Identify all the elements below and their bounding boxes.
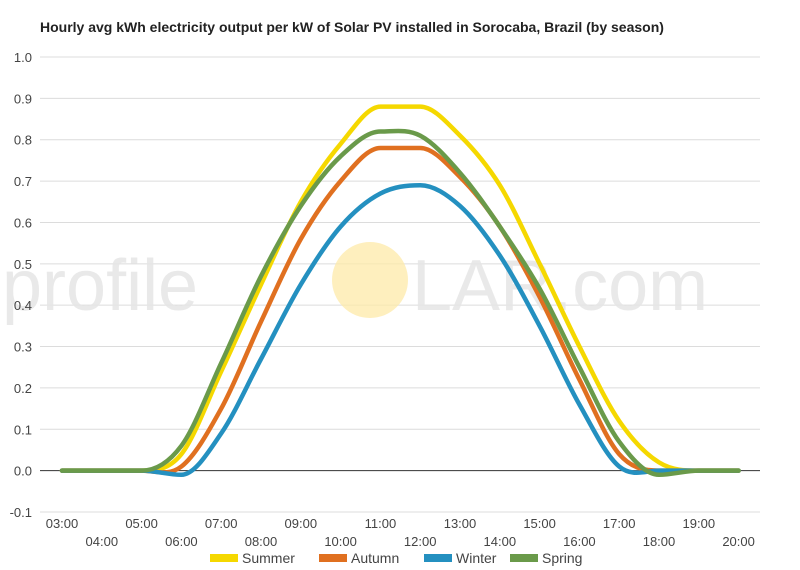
legend-swatch bbox=[424, 554, 452, 562]
watermark-sun-icon bbox=[332, 242, 408, 318]
y-tick-label: 1.0 bbox=[14, 50, 32, 65]
y-tick-label: 0.8 bbox=[14, 133, 32, 148]
legend-item-spring[interactable]: Spring bbox=[510, 550, 582, 566]
x-tick-label: 03:00 bbox=[46, 516, 79, 531]
x-tick-label: 15:00 bbox=[523, 516, 556, 531]
x-tick-label: 16:00 bbox=[563, 534, 596, 549]
x-tick-label: 10:00 bbox=[324, 534, 357, 549]
legend: Summer Autumn Winter Spring bbox=[210, 550, 582, 566]
legend-label: Spring bbox=[542, 550, 582, 566]
y-tick-label: 0.4 bbox=[14, 298, 32, 313]
y-axis-labels: 1.0 0.9 0.8 0.7 0.6 0.5 0.4 0.3 0.2 0.1 0.0 -0.1 bbox=[10, 50, 32, 520]
y-tick-label: 0.9 bbox=[14, 91, 32, 106]
watermark-text-right: LAR.com bbox=[412, 246, 708, 326]
y-tick-label: 0.5 bbox=[14, 257, 32, 272]
x-tick-label: 06:00 bbox=[165, 534, 198, 549]
y-tick-label: 0.1 bbox=[14, 422, 32, 437]
y-tick-label: 0.2 bbox=[14, 381, 32, 396]
x-tick-label: 11:00 bbox=[365, 516, 397, 531]
x-tick-label: 12:00 bbox=[404, 534, 437, 549]
legend-label: Summer bbox=[242, 550, 295, 566]
legend-item-summer[interactable]: Summer bbox=[210, 550, 295, 566]
y-tick-label: -0.1 bbox=[10, 505, 32, 520]
x-tick-label: 17:00 bbox=[603, 516, 636, 531]
y-tick-label: 0.7 bbox=[14, 174, 32, 189]
x-tick-label: 18:00 bbox=[643, 534, 676, 549]
x-axis-labels: 03:00 04:00 05:00 06:00 07:00 08:00 09:00 10:00… bbox=[46, 516, 755, 549]
x-tick-label: 04:00 bbox=[86, 534, 119, 549]
watermark-text-left: profile bbox=[2, 246, 198, 326]
x-tick-label: 09:00 bbox=[285, 516, 318, 531]
x-tick-label: 08:00 bbox=[245, 534, 278, 549]
x-tick-label: 05:00 bbox=[125, 516, 158, 531]
series-line-summer bbox=[59, 104, 741, 473]
legend-item-autumn[interactable]: Autumn bbox=[319, 550, 399, 566]
legend-swatch bbox=[510, 554, 538, 562]
legend-swatch bbox=[210, 554, 238, 562]
legend-item-winter[interactable]: Winter bbox=[424, 550, 497, 566]
chart-title: Hourly avg kWh electricity output per kW… bbox=[40, 19, 664, 35]
series-line-spring bbox=[59, 128, 741, 478]
y-tick-label: 0.3 bbox=[14, 340, 32, 355]
x-tick-label: 14:00 bbox=[484, 534, 517, 549]
series-line-autumn bbox=[59, 145, 741, 475]
watermark: profile LAR.com bbox=[2, 242, 708, 326]
y-tick-label: 0.6 bbox=[14, 215, 32, 230]
legend-swatch bbox=[319, 554, 347, 562]
x-tick-label: 13:00 bbox=[444, 516, 477, 531]
series-line-winter bbox=[59, 182, 741, 478]
x-tick-label: 19:00 bbox=[683, 516, 716, 531]
x-tick-label: 07:00 bbox=[205, 516, 238, 531]
legend-label: Autumn bbox=[351, 550, 399, 566]
y-tick-label: 0.0 bbox=[14, 464, 32, 479]
series-lines bbox=[59, 104, 741, 478]
x-tick-label: 20:00 bbox=[722, 534, 755, 549]
legend-label: Winter bbox=[456, 550, 497, 566]
